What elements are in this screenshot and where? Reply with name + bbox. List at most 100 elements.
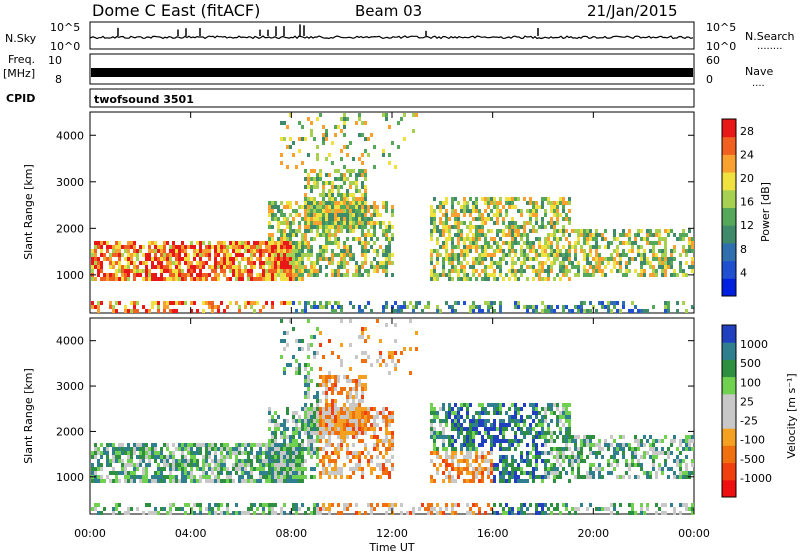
heatmap-cell	[487, 475, 490, 479]
heatmap-cell	[184, 459, 187, 463]
heatmap-cell	[667, 305, 670, 309]
heatmap-cell	[262, 467, 265, 471]
heatmap-cell	[583, 309, 586, 313]
heatmap-cell	[100, 479, 103, 483]
heatmap-cell	[268, 209, 271, 213]
heatmap-cell	[319, 301, 322, 305]
heatmap-cell	[190, 451, 193, 455]
heatmap-cell	[388, 221, 391, 225]
heatmap-cell	[496, 217, 499, 221]
heatmap-cell	[322, 455, 325, 459]
heatmap-cell	[361, 169, 364, 173]
heatmap-cell	[502, 403, 505, 407]
heatmap-cell	[328, 371, 331, 375]
heatmap-cell	[361, 241, 364, 245]
heatmap-cell	[292, 257, 295, 261]
heatmap-cell	[514, 229, 517, 233]
heatmap-cell	[334, 411, 337, 415]
heatmap-cell	[118, 269, 121, 273]
heatmap-cell	[295, 471, 298, 475]
heatmap-cell	[286, 443, 289, 447]
heatmap-cell	[436, 411, 439, 415]
heatmap-cell	[358, 241, 361, 245]
heatmap-cell	[268, 471, 271, 475]
heatmap-cell	[232, 269, 235, 273]
heatmap-cell	[283, 257, 286, 261]
heatmap-cell	[595, 507, 598, 511]
heatmap-cell	[142, 455, 145, 459]
heatmap-cell	[151, 261, 154, 265]
heatmap-cell	[352, 217, 355, 221]
heatmap-cell	[484, 431, 487, 435]
heatmap-cell	[460, 249, 463, 253]
heatmap-cell	[241, 463, 244, 467]
heatmap-cell	[496, 249, 499, 253]
heatmap-cell	[187, 273, 190, 277]
heatmap-cell	[91, 301, 94, 305]
heatmap-cell	[364, 217, 367, 221]
heatmap-cell	[559, 229, 562, 233]
heatmap-cell	[205, 451, 208, 455]
heatmap-cell	[280, 443, 283, 447]
heatmap-cell	[457, 245, 460, 249]
heatmap-cell	[601, 301, 604, 305]
heatmap-cell	[385, 201, 388, 205]
heatmap-cell	[304, 233, 307, 237]
heatmap-cell	[367, 463, 370, 467]
heatmap-cell	[286, 261, 289, 265]
heatmap-cell	[439, 431, 442, 435]
heatmap-cell	[550, 435, 553, 439]
heatmap-cell	[592, 233, 595, 237]
heatmap-cell	[169, 249, 172, 253]
heatmap-cell	[355, 261, 358, 265]
heatmap-cell	[481, 403, 484, 407]
heatmap-cell	[508, 241, 511, 245]
heatmap-cell	[583, 253, 586, 257]
heatmap-cell	[433, 217, 436, 221]
heatmap-cell	[484, 301, 487, 305]
heatmap-cell	[466, 233, 469, 237]
heatmap-cell	[466, 273, 469, 277]
heatmap-cell	[370, 245, 373, 249]
heatmap-cell	[661, 265, 664, 269]
heatmap-cell	[268, 225, 271, 229]
heatmap-cell	[469, 443, 472, 447]
heatmap-cell	[505, 471, 508, 475]
heatmap-cell	[226, 451, 229, 455]
heatmap-cell	[313, 415, 316, 419]
heatmap-cell	[388, 507, 391, 511]
heatmap-cell	[337, 221, 340, 225]
heatmap-cell	[364, 305, 367, 309]
heatmap-cell	[385, 249, 388, 253]
heatmap-cell	[382, 411, 385, 415]
heatmap-cell	[271, 431, 274, 435]
heatmap-cell	[652, 233, 655, 237]
heatmap-cell	[133, 249, 136, 253]
heatmap-cell	[439, 463, 442, 467]
heatmap-cell	[379, 463, 382, 467]
heatmap-cell	[478, 305, 481, 309]
heatmap-cell	[604, 443, 607, 447]
heatmap-cell	[568, 463, 571, 467]
heatmap-cell	[577, 269, 580, 273]
heatmap-cell	[217, 463, 220, 467]
heatmap-cell	[520, 407, 523, 411]
heatmap-cell	[370, 309, 373, 313]
heatmap-cell	[613, 439, 616, 443]
heatmap-cell	[235, 257, 238, 261]
heatmap-cell	[304, 209, 307, 213]
heatmap-cell	[430, 209, 433, 213]
heatmap-cell	[163, 443, 166, 447]
heatmap-cell	[292, 411, 295, 415]
heatmap-cell	[307, 383, 310, 387]
heatmap-cell	[682, 233, 685, 237]
heatmap-cell	[451, 213, 454, 217]
heatmap-cell	[547, 403, 550, 407]
heatmap-cell	[508, 277, 511, 281]
heatmap-cell	[334, 447, 337, 451]
heatmap-cell	[202, 277, 205, 281]
heatmap-cell	[244, 463, 247, 467]
heatmap-cell	[277, 427, 280, 431]
heatmap-cell	[322, 197, 325, 201]
heatmap-cell	[313, 265, 316, 269]
